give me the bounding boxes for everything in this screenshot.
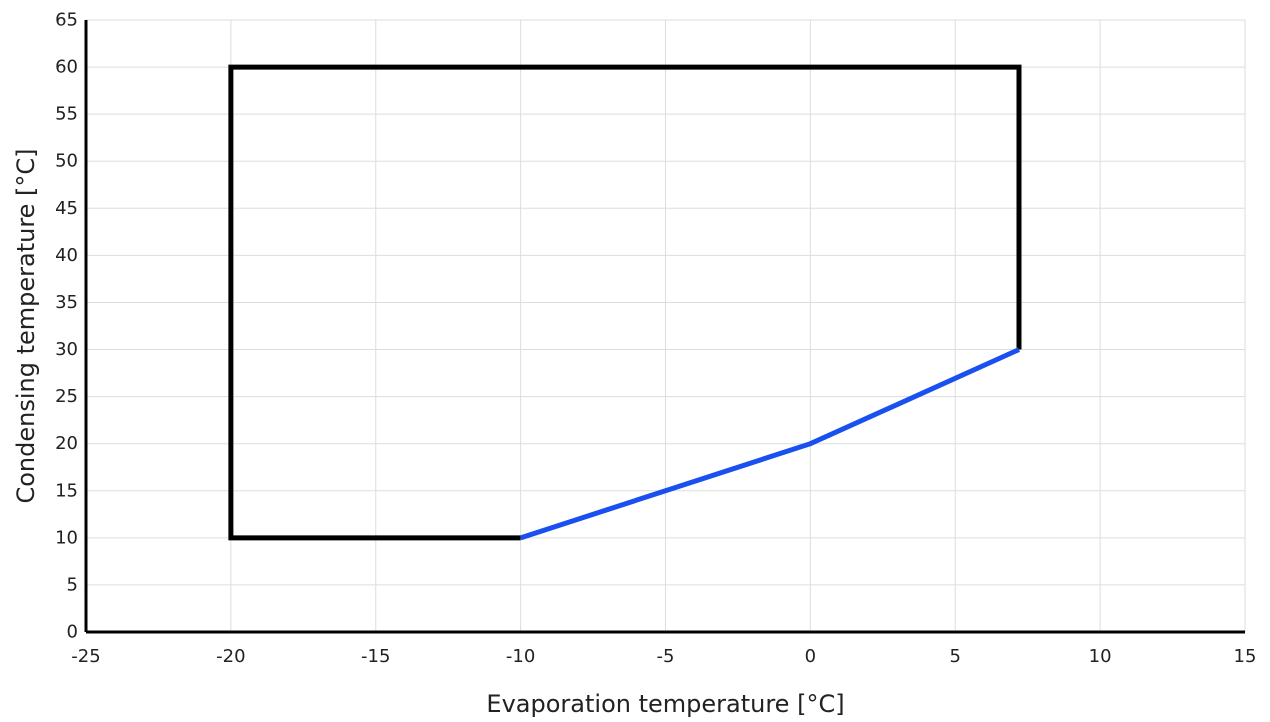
x-axis-title: Evaporation temperature [°C] <box>486 690 844 718</box>
series-line-1 <box>228 64 1022 541</box>
y-tick-label: 50 <box>55 151 78 172</box>
y-tick-label: 0 <box>67 622 78 643</box>
tick-labels: -25 -20 -15 -10 -5 0 5 10 15 0 5 10 15 20 25 30 35 40 45 50… <box>55 10 1256 668</box>
y-tick-label: 15 <box>55 480 78 501</box>
y-tick-label: 65 <box>55 10 78 31</box>
y-tick-label: 25 <box>55 386 78 407</box>
y-tick-label: 20 <box>55 433 78 454</box>
y-tick-label: 30 <box>55 339 78 360</box>
series-line-2 <box>519 347 1021 541</box>
x-tick-label: -20 <box>216 646 245 667</box>
y-tick-label: 60 <box>55 57 78 78</box>
x-tick-label: 5 <box>950 646 961 667</box>
x-tick-label: -10 <box>506 646 535 667</box>
x-tick-label: 10 <box>1089 646 1112 667</box>
y-axis-title: Condensing temperature [°C] <box>12 148 40 503</box>
y-tick-label: 5 <box>67 574 78 595</box>
x-tick-label: -25 <box>71 646 100 667</box>
series-layer <box>228 64 1022 541</box>
x-tick-label: -15 <box>361 646 390 667</box>
x-tick-label: 0 <box>805 646 816 667</box>
y-tick-label: 55 <box>55 104 78 125</box>
y-tick-label: 35 <box>55 292 78 313</box>
y-tick-label: 10 <box>55 527 78 548</box>
axes <box>84 20 1245 634</box>
y-tick-label: 40 <box>55 245 78 266</box>
x-tick-label: 15 <box>1234 646 1257 667</box>
x-tick-label: -5 <box>657 646 675 667</box>
y-tick-label: 45 <box>55 198 78 219</box>
